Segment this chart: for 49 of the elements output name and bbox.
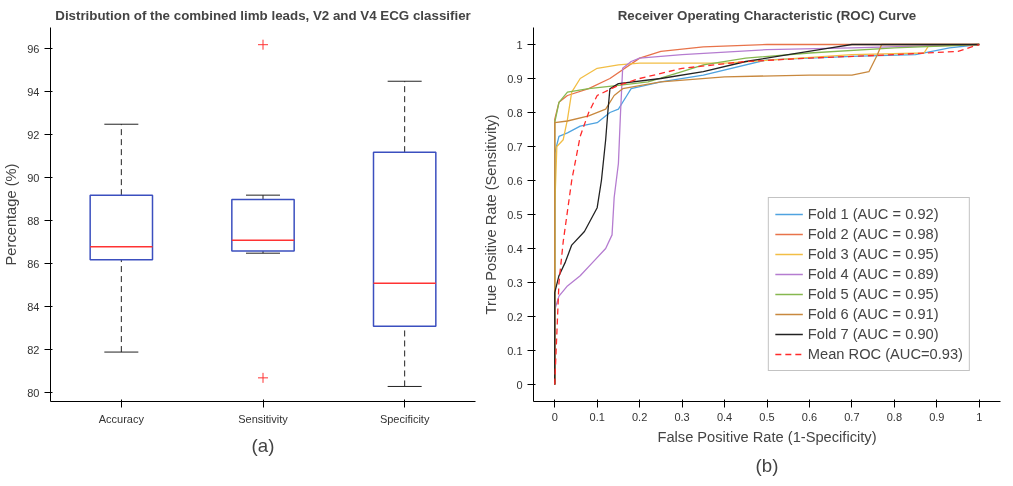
x-tick-label: Specificity xyxy=(379,412,430,425)
y-tick-label: 86 xyxy=(27,257,40,270)
x-tick-label: 0.3 xyxy=(674,410,690,423)
chart-title: Receiver Operating Characteristic (ROC) Curve xyxy=(617,7,917,23)
y-tick-label: 1 xyxy=(516,38,523,51)
legend-label: Fold 5 (AUC = 0.95) xyxy=(807,286,939,302)
x-tick-label: 0.9 xyxy=(929,410,945,423)
y-tick-label: 0.9 xyxy=(507,72,523,85)
x-tick-label: 0.6 xyxy=(801,410,818,423)
y-tick-label: 0.2 xyxy=(507,310,523,323)
x-tick-label: 0.8 xyxy=(886,410,903,423)
legend-label: Fold 3 (AUC = 0.95) xyxy=(807,246,939,262)
x-tick-label: 0.1 xyxy=(589,410,605,423)
text: (a) xyxy=(251,434,275,456)
y-tick-label: 0.6 xyxy=(507,174,523,187)
y-tick-label: 80 xyxy=(27,386,40,399)
chart-title: Distribution of the combined limb leads, V2 and V4 ECG classifier xyxy=(55,7,471,23)
y-tick-label: 84 xyxy=(27,300,40,313)
x-tick-label: 0 xyxy=(551,410,558,423)
text: (b) xyxy=(755,454,779,476)
y-tick-label: 82 xyxy=(27,343,40,356)
y-tick-label: 0.4 xyxy=(507,242,523,255)
x-tick-label: 0.4 xyxy=(716,410,733,423)
y-tick-label: 0.1 xyxy=(507,344,523,357)
y-axis-title: True Positive Rate (Sensitivity) xyxy=(483,114,500,315)
y-axis-title: Percentage (%) xyxy=(3,163,20,266)
y-tick-label: 0.8 xyxy=(507,106,523,119)
y-tick-label: 0.7 xyxy=(507,140,523,153)
y-tick-label: 96 xyxy=(27,42,40,55)
legend-label: Fold 1 (AUC = 0.92) xyxy=(807,206,939,222)
y-tick-label: 90 xyxy=(27,171,40,184)
legend-label: Fold 7 (AUC = 0.90) xyxy=(807,326,939,342)
x-tick-label: Accuracy xyxy=(98,412,145,425)
y-tick-label: 92 xyxy=(27,128,40,141)
y-tick-label: 88 xyxy=(27,214,40,227)
legend-label: Fold 6 (AUC = 0.91) xyxy=(807,306,939,322)
legend-label: Fold 4 (AUC = 0.89) xyxy=(807,266,939,282)
x-tick-label: Sensitivity xyxy=(238,412,289,425)
legend-label: Fold 2 (AUC = 0.98) xyxy=(807,226,939,242)
y-tick-label: 0 xyxy=(516,378,523,391)
x-axis-title: False Positive Rate (1-Specificity) xyxy=(657,428,877,445)
x-tick-label: 0.5 xyxy=(759,410,775,423)
y-tick-label: 0.3 xyxy=(507,276,523,289)
x-tick-label: 1 xyxy=(976,410,983,423)
x-tick-label: 0.7 xyxy=(844,410,860,423)
y-tick-label: 94 xyxy=(27,85,40,98)
y-tick-label: 0.5 xyxy=(507,208,523,221)
x-tick-label: 0.2 xyxy=(631,410,648,423)
legend-label: Mean ROC (AUC=0.93) xyxy=(807,346,963,362)
